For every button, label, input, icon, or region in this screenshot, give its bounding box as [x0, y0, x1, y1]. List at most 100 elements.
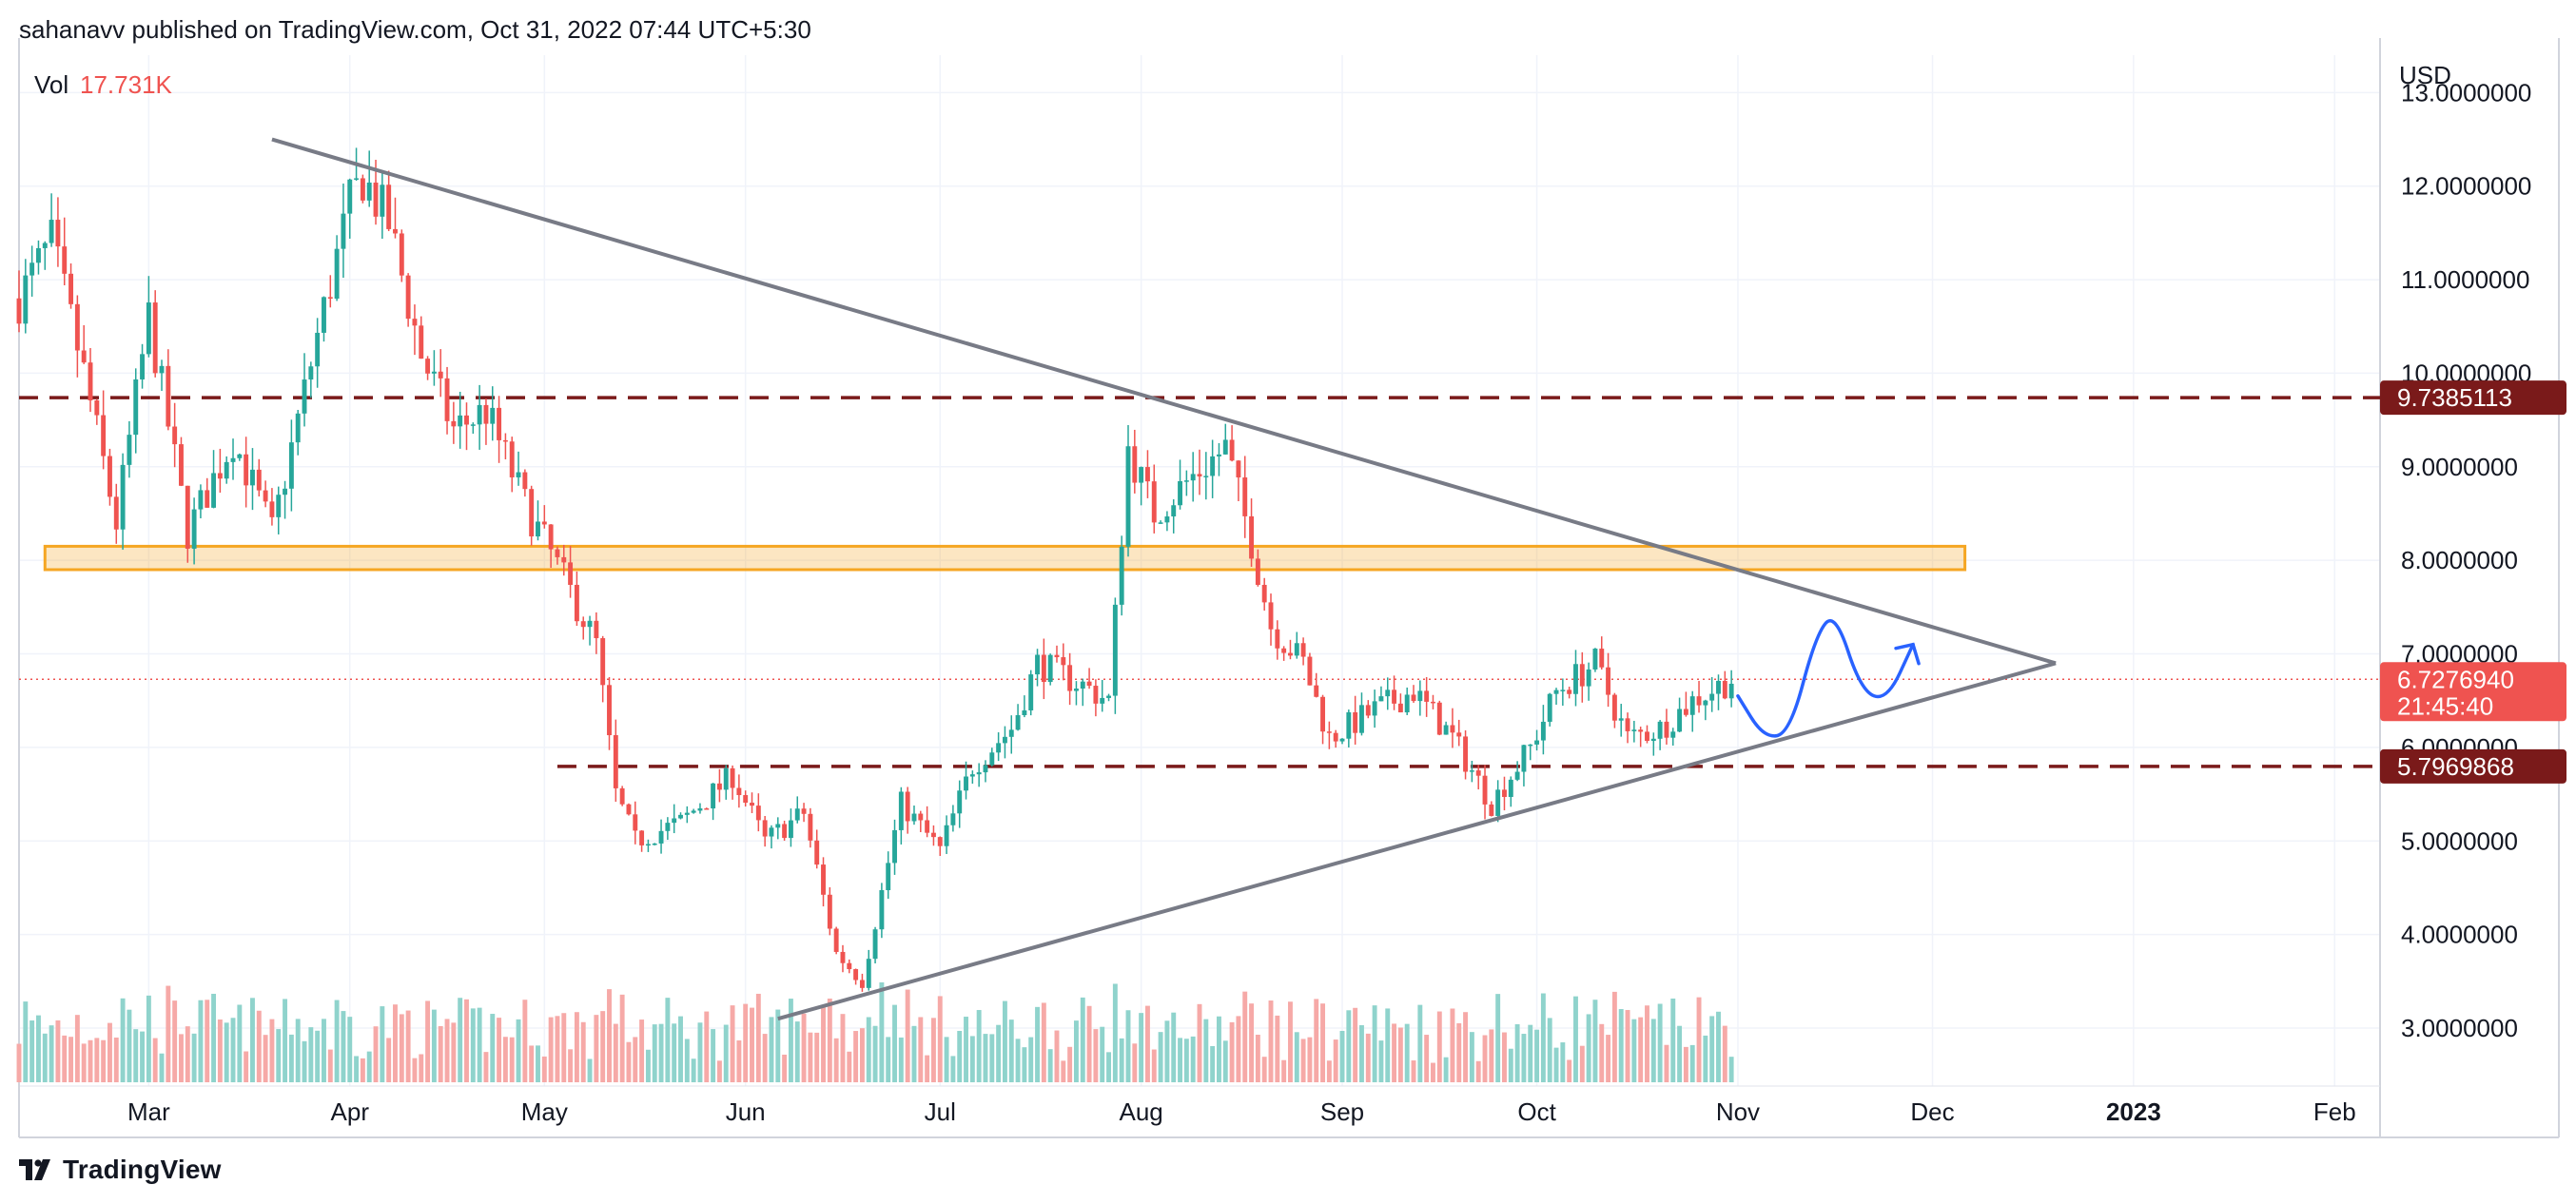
y-tick-label: 5.0000000	[2401, 826, 2518, 855]
candle-body	[568, 562, 574, 585]
volume-bar	[308, 1027, 314, 1082]
volume-bar	[1178, 1038, 1182, 1082]
x-tick-label: Jul	[925, 1097, 956, 1126]
candle-body	[269, 501, 275, 517]
volume-bar	[1365, 1033, 1371, 1082]
candle-body	[1073, 689, 1079, 691]
volume-bar	[691, 1058, 696, 1082]
time-axis[interactable]: Mar Apr May Jun Jul Aug Sep Oct Nov Dec 2023 Feb	[127, 1097, 2356, 1126]
volume-bar	[470, 1008, 476, 1082]
volume-bar	[652, 1024, 657, 1082]
volume-bar	[327, 1049, 333, 1082]
candle-body	[964, 776, 968, 791]
volume-bar	[458, 998, 463, 1082]
y-tick-label: 13.0000000	[2401, 78, 2531, 107]
trendline[interactable]	[777, 661, 2057, 1021]
volume-bar	[1294, 1032, 1299, 1082]
x-tick-label: Jun	[726, 1097, 766, 1126]
volume-bar	[1650, 1019, 1656, 1082]
volume-value: 17.731K	[80, 70, 173, 99]
candle-body	[1288, 652, 1293, 656]
volume-bar	[633, 1037, 638, 1082]
volume-bar	[1456, 1022, 1462, 1082]
price-axis[interactable]: 3.00000004.00000005.00000006.00000007.00…	[2380, 78, 2566, 1042]
projection-arrow[interactable]	[1894, 642, 1921, 666]
volume-bar	[62, 1035, 68, 1082]
volume-bar	[529, 1045, 535, 1082]
volume-bar	[821, 1007, 826, 1082]
volume-bar	[704, 1011, 710, 1082]
candle-body	[1540, 721, 1546, 741]
candle-body	[113, 496, 119, 530]
trendlines[interactable]	[271, 137, 2057, 1021]
volume-bar	[1436, 1011, 1442, 1082]
candle-body	[1158, 522, 1163, 524]
volume-bar	[380, 1006, 385, 1082]
volume-bar	[782, 1054, 788, 1082]
volume-bar	[1703, 1035, 1708, 1082]
volume-bar	[937, 996, 943, 1082]
volume-bar	[969, 1036, 975, 1082]
x-tick-label: 2023	[2106, 1097, 2161, 1126]
volume-bar	[697, 1022, 703, 1082]
volume-bar	[269, 1019, 275, 1082]
volume-bar	[911, 1025, 917, 1082]
candle-body	[1411, 694, 1416, 702]
volume-bar	[1190, 1036, 1196, 1082]
volume-bar	[1339, 1030, 1345, 1082]
volume-bar	[574, 1012, 579, 1082]
volume-bar	[230, 1018, 236, 1082]
volume-bar	[1404, 1023, 1410, 1082]
projection-sketch[interactable]	[1736, 619, 1921, 738]
candle-body	[68, 273, 74, 304]
volume-bar	[1132, 1043, 1138, 1082]
candle-body	[730, 767, 735, 788]
candle-body	[347, 179, 353, 214]
volume-bar	[1112, 983, 1118, 1082]
candle-body	[263, 490, 268, 502]
candle-body	[750, 803, 754, 806]
candle-body	[600, 638, 606, 686]
candle-body	[930, 832, 936, 838]
tradingview-logo[interactable]: TradingView	[19, 1155, 222, 1185]
candle-body	[697, 808, 703, 811]
candle-body	[678, 814, 683, 819]
candle-body	[502, 439, 508, 442]
volume-bar	[477, 1007, 482, 1082]
volume-bar	[1022, 1047, 1027, 1082]
candle-body	[1275, 629, 1280, 649]
candle-body	[808, 813, 813, 841]
support-zone-rect[interactable]	[43, 544, 1967, 572]
candle-body	[1132, 446, 1138, 483]
support-zone[interactable]	[43, 544, 1967, 572]
candle-body	[1450, 725, 1455, 733]
candle-body	[483, 404, 489, 424]
candle-body	[1677, 709, 1683, 732]
candle-body	[276, 495, 282, 517]
trendline[interactable]	[271, 137, 2057, 666]
candle-body	[1086, 681, 1092, 687]
candle-body	[969, 774, 975, 777]
volume-bar	[1567, 1059, 1572, 1082]
volume-bar	[866, 1017, 871, 1082]
candle-body	[1703, 700, 1708, 706]
volume-bar	[1606, 1035, 1611, 1082]
volume-bar	[827, 999, 832, 1082]
candle-body	[1054, 654, 1060, 658]
volume-bar	[762, 1034, 768, 1082]
candle-body	[341, 213, 346, 249]
candle-body	[288, 442, 294, 489]
projection-curve[interactable]	[1736, 619, 1915, 738]
candle-body	[626, 804, 632, 815]
candle-body	[81, 350, 87, 363]
candle-body	[1080, 681, 1085, 689]
volume-bar	[205, 1000, 210, 1082]
candle-body	[1144, 467, 1150, 482]
candle-body	[94, 400, 100, 416]
volume-bar	[1314, 999, 1319, 1082]
countdown-text: 21:45:40	[2397, 691, 2493, 720]
volume-bar	[1139, 1013, 1144, 1082]
volume-bar	[322, 1019, 326, 1082]
volume-bar	[541, 1056, 547, 1082]
